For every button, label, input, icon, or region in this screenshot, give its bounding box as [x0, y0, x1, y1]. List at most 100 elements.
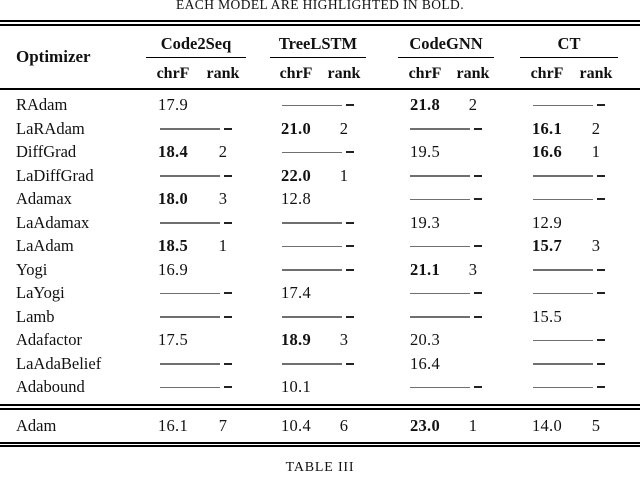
rank-value: 2	[591, 118, 601, 138]
rank-value: 1	[468, 415, 478, 435]
table-rule-above-baseline	[0, 404, 640, 410]
dash-end	[224, 362, 232, 365]
dash-line	[533, 292, 593, 295]
rank-value: 2	[339, 118, 349, 138]
dash-line	[410, 292, 470, 295]
rank-value	[452, 141, 494, 165]
rank-value	[452, 352, 494, 376]
dash-line	[410, 386, 470, 389]
table-row-laradam: LaRAdam 21.0 2 16.1 2	[0, 117, 640, 141]
dash-end	[346, 315, 354, 318]
rank-value: 1	[339, 165, 349, 185]
table-row-ladiffgrad: LaDiffGrad 22.0 1	[0, 164, 640, 188]
missing-value-dash	[146, 376, 246, 400]
chrf-value: 12.8	[280, 189, 312, 209]
subheader-chrf: chrF	[156, 64, 190, 82]
rank-value: 2	[218, 142, 228, 162]
rank-value	[200, 94, 246, 118]
chrf-value: 18.0	[157, 189, 189, 209]
table-row-adam: Adam 16.1 7 10.4 6 23.0 1 14.0 5	[0, 410, 640, 442]
subheader-rank: rank	[206, 64, 240, 82]
dash-end	[346, 245, 354, 248]
missing-value-dash	[270, 235, 366, 259]
missing-value-dash	[270, 94, 366, 118]
table-row-laadam: LaAdam 18.5 1 15.7 3	[0, 235, 640, 259]
table-number-caption: TABLE III	[285, 460, 355, 476]
dash-line	[282, 363, 342, 365]
optimizer-name: LaRAdam	[16, 118, 85, 138]
missing-value-dash	[398, 164, 494, 188]
table-row-adamax: Adamax 18.0 3 12.8	[0, 188, 640, 212]
dash-line	[282, 269, 342, 271]
dash-line	[533, 175, 593, 177]
dash-end	[597, 386, 605, 389]
dash-line	[533, 104, 593, 107]
optimizer-name: LaAdaBelief	[16, 353, 102, 373]
optimizer-name: DiffGrad	[16, 142, 77, 162]
dash-end	[224, 386, 232, 389]
rank-value	[322, 376, 366, 400]
dash-line	[160, 128, 220, 130]
missing-value-dash	[398, 188, 494, 212]
dash-line	[282, 222, 342, 224]
table-row-layogi: LaYogi 17.4	[0, 282, 640, 306]
rank-value	[452, 329, 494, 353]
table-row-radam: RAdam 17.9 21.8 2	[0, 94, 640, 118]
chrf-value: 22.0	[280, 165, 312, 185]
dash-line	[533, 339, 593, 342]
table-row-laadabelief: LaAdaBelief 16.4	[0, 352, 640, 376]
dash-line	[160, 292, 220, 295]
missing-value-dash	[398, 282, 494, 306]
subheader-rank: rank	[327, 64, 361, 82]
missing-value-dash	[398, 117, 494, 141]
rank-value: 1	[218, 236, 228, 256]
dash-end	[474, 315, 482, 318]
dash-end	[346, 362, 354, 365]
dash-line	[282, 316, 342, 318]
chrf-value: 17.4	[280, 283, 312, 303]
chrf-value: 14.0	[531, 415, 563, 435]
missing-value-dash	[270, 258, 366, 282]
optimizer-column-header: Optimizer	[16, 46, 91, 66]
dash-end	[597, 339, 605, 342]
optimizer-name: LaAdamax	[16, 212, 90, 232]
rank-value: 5	[591, 415, 601, 435]
rank-value	[574, 211, 618, 235]
dash-line	[410, 316, 470, 318]
table-row-lamb: Lamb 15.5	[0, 305, 640, 329]
dash-end	[474, 198, 482, 201]
chrf-value: 21.1	[409, 259, 441, 279]
dash-line	[282, 104, 342, 107]
dash-end	[346, 221, 354, 224]
chrf-value: 16.4	[409, 353, 441, 373]
chrf-value: 19.3	[409, 212, 441, 232]
dash-end	[224, 292, 232, 295]
table-caption-top: EACH MODEL ARE HIGHLIGHTED IN BOLD.	[176, 0, 464, 12]
missing-value-dash	[520, 94, 618, 118]
subheader-rank: rank	[456, 64, 490, 82]
chrf-value: 16.9	[157, 259, 189, 279]
rank-value: 3	[468, 259, 478, 279]
missing-value-dash	[146, 117, 246, 141]
subheader-chrf: chrF	[530, 64, 564, 82]
missing-value-dash	[398, 235, 494, 259]
optimizer-name: Adamax	[16, 189, 72, 209]
table-row-adafactor: Adafactor 17.5 18.9 3 20.3	[0, 329, 640, 353]
dash-line	[410, 128, 470, 130]
table-body: RAdam 17.9 21.8 2 LaRAdam 21.0 2 16.1 2 DiffGrad 1…	[0, 90, 640, 405]
dash-line	[160, 175, 220, 177]
dash-end	[474, 127, 482, 130]
missing-value-dash	[270, 352, 366, 376]
optimizer-name: RAdam	[16, 95, 68, 115]
missing-value-dash	[146, 211, 246, 235]
chrf-value: 20.3	[409, 330, 441, 350]
optimizer-name: Adabound	[16, 377, 85, 397]
missing-value-dash	[520, 188, 618, 212]
chrf-value: 12.9	[531, 212, 563, 232]
chrf-value: 16.1	[531, 118, 563, 138]
table-rule-header-bottom	[0, 87, 640, 90]
rank-value: 3	[218, 189, 228, 209]
dash-line	[410, 245, 470, 248]
dash-line	[533, 363, 593, 365]
chrf-value: 16.6	[531, 142, 563, 162]
